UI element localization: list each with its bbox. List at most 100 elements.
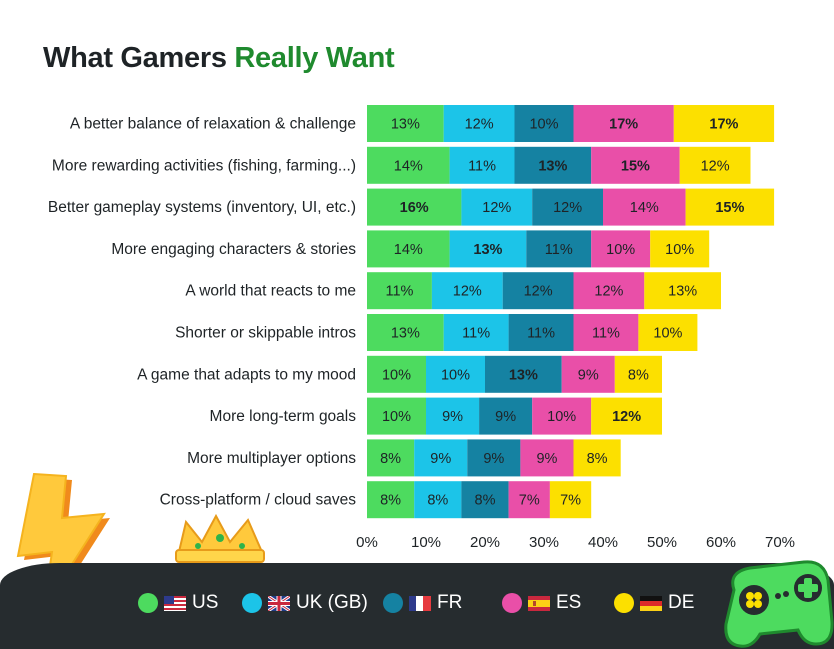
title-highlight: Really Want bbox=[234, 42, 395, 74]
bar-segment-es bbox=[508, 481, 550, 519]
category-label: More multiplayer options bbox=[187, 450, 356, 467]
de-flag-icon bbox=[640, 595, 662, 611]
data-label: 8% bbox=[380, 493, 401, 509]
data-label: 15% bbox=[621, 158, 650, 174]
legend-label-uk: UK (GB) bbox=[296, 592, 368, 613]
data-label: 12% bbox=[524, 284, 553, 300]
data-label: 14% bbox=[630, 200, 659, 216]
bar-segment-es bbox=[591, 146, 680, 184]
bar-segment-es bbox=[520, 439, 574, 477]
title-prefix: What Gamers bbox=[43, 42, 235, 74]
data-label: 13% bbox=[538, 158, 567, 174]
category-label: More long-term goals bbox=[210, 408, 357, 425]
data-label: 9% bbox=[536, 451, 557, 467]
category-label: More rewarding activities (fishing, farm… bbox=[52, 157, 356, 174]
category-label: More engaging characters & stories bbox=[111, 241, 356, 258]
chart-title: What Gamers Really Want bbox=[43, 42, 395, 75]
legend-item-de: DE bbox=[614, 591, 694, 615]
data-label: 13% bbox=[509, 367, 538, 383]
data-label: 11% bbox=[545, 242, 573, 258]
data-label: 8% bbox=[427, 493, 448, 509]
bar-segment-uk bbox=[431, 272, 503, 310]
legend-label-de: DE bbox=[668, 592, 695, 613]
lightning-bolt-icon bbox=[16, 472, 110, 612]
data-label: 8% bbox=[587, 451, 608, 467]
data-label: 12% bbox=[701, 158, 730, 174]
bar-segment-de bbox=[614, 355, 662, 393]
legend-item-fr: FR bbox=[383, 591, 462, 615]
bar-segment-uk bbox=[443, 105, 515, 142]
bar-segment-us bbox=[367, 146, 450, 184]
data-label: 8% bbox=[628, 367, 649, 383]
data-label: 8% bbox=[380, 451, 401, 467]
data-label: 10% bbox=[653, 326, 682, 342]
data-label: 10% bbox=[529, 117, 558, 133]
x-tick-label: 30% bbox=[529, 534, 559, 551]
legend-item-es: ES bbox=[502, 591, 581, 615]
bar-segment-de bbox=[685, 188, 775, 226]
data-label: 10% bbox=[547, 409, 576, 425]
bar-segment-us bbox=[367, 439, 415, 477]
data-label: 11% bbox=[527, 326, 555, 342]
data-label: 14% bbox=[394, 242, 423, 258]
bar-segment-fr bbox=[479, 397, 533, 435]
data-label: 15% bbox=[715, 200, 744, 216]
bar-segment-es bbox=[573, 272, 645, 310]
bar-segment-us bbox=[367, 230, 450, 268]
category-label: A better balance of relaxation & challen… bbox=[70, 116, 356, 133]
bar-segment-uk bbox=[443, 314, 509, 351]
bar-segment-uk bbox=[426, 397, 480, 435]
us-flag-icon bbox=[164, 595, 186, 611]
bar-segment-de bbox=[650, 230, 710, 268]
legend-label-us: US bbox=[192, 592, 219, 613]
bar-segment-uk bbox=[449, 146, 515, 184]
legend-item-us: US bbox=[138, 591, 218, 615]
data-label: 7% bbox=[560, 493, 581, 509]
data-label: 17% bbox=[709, 117, 738, 133]
data-label: 11% bbox=[468, 158, 496, 174]
legend-dot-de bbox=[614, 593, 634, 613]
bar-segment-fr bbox=[485, 355, 562, 393]
bar-segment-fr bbox=[526, 230, 592, 268]
data-label: 12% bbox=[453, 284, 482, 300]
bar-segment-de bbox=[673, 105, 775, 142]
data-label: 10% bbox=[665, 242, 694, 258]
legend-item-uk: UK (GB) bbox=[242, 591, 368, 615]
bar-segment-uk bbox=[461, 188, 533, 226]
bar-segment-de bbox=[549, 481, 592, 519]
fr-flag-icon bbox=[409, 595, 431, 611]
bar-segment-es bbox=[561, 355, 615, 393]
bar-segment-fr bbox=[461, 481, 509, 519]
data-label: 12% bbox=[465, 117, 494, 133]
bar-segment-fr bbox=[467, 439, 521, 477]
data-label: 12% bbox=[482, 200, 511, 216]
uk-flag-icon bbox=[268, 595, 290, 611]
data-label: 13% bbox=[391, 326, 420, 342]
data-label: 9% bbox=[430, 451, 451, 467]
data-label: 10% bbox=[441, 367, 470, 383]
bar-segment-us bbox=[367, 188, 462, 226]
stacked-bar-chart: A better balance of relaxation & challen… bbox=[48, 105, 795, 551]
category-label: Better gameplay systems (inventory, UI, … bbox=[48, 199, 356, 216]
x-tick-label: 70% bbox=[765, 534, 795, 551]
data-label: 13% bbox=[391, 117, 420, 133]
bar-segment-uk bbox=[449, 230, 527, 268]
data-label: 13% bbox=[473, 242, 502, 258]
bar-segment-es bbox=[603, 188, 686, 226]
category-label: A game that adapts to my mood bbox=[137, 366, 356, 383]
x-tick-label: 60% bbox=[706, 534, 736, 551]
bar-segment-us bbox=[367, 397, 426, 435]
bar-segment-fr bbox=[514, 146, 592, 184]
legend-label-es: ES bbox=[556, 592, 582, 613]
data-label: 9% bbox=[483, 451, 504, 467]
category-label: Cross-platform / cloud saves bbox=[160, 492, 357, 509]
bar-segment-uk bbox=[426, 355, 485, 393]
category-label: A world that reacts to me bbox=[185, 283, 356, 300]
bar-segment-uk bbox=[414, 481, 462, 519]
crown-icon bbox=[175, 513, 265, 563]
es-flag-icon bbox=[528, 595, 550, 611]
x-tick-label: 50% bbox=[647, 534, 677, 551]
legend-dot-fr bbox=[383, 593, 403, 613]
data-label: 11% bbox=[462, 326, 490, 342]
data-label: 14% bbox=[394, 158, 423, 174]
